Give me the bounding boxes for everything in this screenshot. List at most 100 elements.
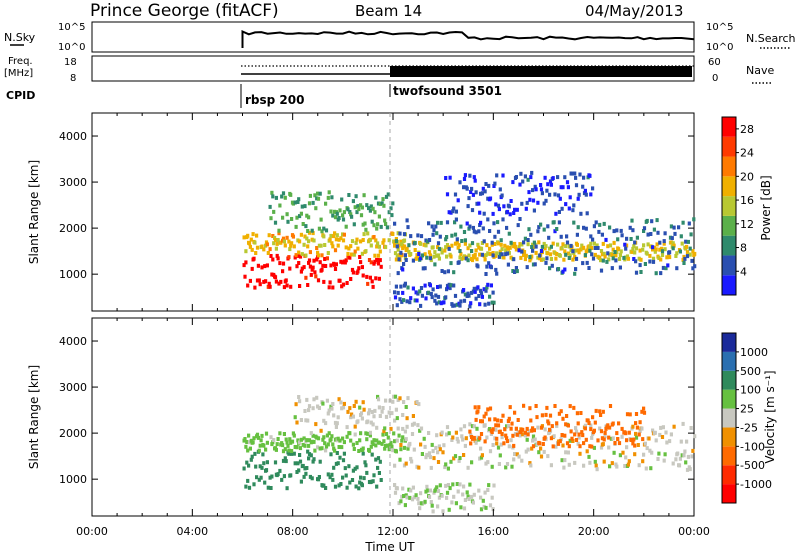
echo-cell xyxy=(515,452,519,457)
echo-cell xyxy=(420,501,424,506)
echo-cell xyxy=(402,298,406,303)
echo-cell xyxy=(582,463,586,468)
echo-cell xyxy=(568,404,572,409)
echo-cell xyxy=(499,242,503,247)
echo-cell xyxy=(582,245,586,250)
echo-cell xyxy=(246,478,250,483)
echo-cell xyxy=(316,436,321,441)
power-echo-cells xyxy=(242,170,697,309)
echo-cell xyxy=(478,223,482,227)
echo-cell xyxy=(250,266,254,271)
echo-cell xyxy=(435,253,439,258)
echo-cell xyxy=(555,252,559,256)
echo-cell xyxy=(540,413,544,418)
echo-cell xyxy=(585,248,589,253)
echo-cell xyxy=(530,170,534,175)
echo-cell xyxy=(648,253,652,258)
echo-cell xyxy=(346,255,350,260)
echo-cell xyxy=(301,442,305,447)
echo-cell xyxy=(403,253,407,258)
echo-cell xyxy=(297,395,301,399)
echo-cell xyxy=(462,288,466,292)
echo-cell xyxy=(528,406,532,411)
echo-cell xyxy=(469,441,473,446)
echo-cell xyxy=(411,258,415,263)
echo-cell xyxy=(531,426,535,431)
echo-cell xyxy=(320,446,324,451)
echo-cell xyxy=(411,485,415,490)
echo-cell xyxy=(394,449,398,454)
echo-cell xyxy=(480,252,484,257)
echo-cell xyxy=(500,193,504,198)
echo-cell xyxy=(614,258,618,263)
echo-cell xyxy=(279,279,283,284)
echo-cell xyxy=(341,282,346,287)
echo-cell xyxy=(341,217,346,222)
echo-cell xyxy=(452,206,456,211)
echo-cell xyxy=(583,423,587,428)
echo-cell xyxy=(629,438,633,442)
echo-cell xyxy=(522,253,526,257)
echo-cell xyxy=(415,464,419,469)
echo-cell xyxy=(547,235,551,240)
echo-cell xyxy=(306,229,310,233)
echo-cell xyxy=(500,432,504,436)
echo-cell xyxy=(556,242,560,247)
echo-cell xyxy=(611,421,615,426)
echo-cell xyxy=(307,239,311,244)
echo-cell xyxy=(431,287,435,292)
echo-cell xyxy=(562,257,566,262)
echo-cell xyxy=(512,244,516,249)
echo-cell xyxy=(366,281,370,286)
echo-cell xyxy=(645,218,649,223)
echo-cell xyxy=(489,265,493,270)
echo-cell xyxy=(373,259,377,264)
echo-cell xyxy=(324,448,328,453)
echo-cell xyxy=(258,282,262,287)
echo-cell xyxy=(349,244,353,249)
echo-cell xyxy=(529,175,533,180)
echo-cell xyxy=(416,496,420,501)
echo-cell xyxy=(260,465,264,470)
echo-cell xyxy=(404,437,408,442)
echo-cell xyxy=(462,453,466,457)
echo-cell xyxy=(297,197,301,202)
echo-cell xyxy=(565,180,570,185)
echo-cell xyxy=(406,396,410,401)
echo-cell xyxy=(257,278,261,283)
echo-cell xyxy=(271,257,275,262)
echo-cell xyxy=(268,247,272,252)
echo-cell xyxy=(414,256,418,261)
echo-cell xyxy=(549,436,553,441)
echo-cell xyxy=(533,437,537,442)
echo-cell xyxy=(590,246,594,250)
echo-cell xyxy=(316,477,321,482)
echo-cell xyxy=(356,419,360,424)
echo-cell xyxy=(374,457,378,462)
echo-cell xyxy=(283,447,287,452)
echo-cell xyxy=(683,449,687,454)
echo-cell xyxy=(672,243,676,248)
echo-cell xyxy=(264,279,268,284)
velocity-echo-cells xyxy=(242,394,697,514)
echo-cell xyxy=(480,241,484,245)
colorbar-frame xyxy=(721,332,737,504)
echo-cell xyxy=(480,453,484,458)
echo-cell xyxy=(649,466,653,471)
echo-cell xyxy=(359,260,363,265)
echo-cell xyxy=(478,302,482,307)
echo-cell xyxy=(312,439,316,444)
echo-cell xyxy=(322,279,326,284)
echo-cell xyxy=(435,301,439,306)
echo-cell xyxy=(436,220,440,225)
echo-cell xyxy=(526,242,530,247)
echo-cell xyxy=(353,424,357,429)
echo-cell xyxy=(417,252,421,256)
echo-cell xyxy=(275,241,279,246)
echo-cell xyxy=(307,258,312,263)
echo-cell xyxy=(436,450,440,455)
echo-cell xyxy=(281,458,286,463)
echo-cell xyxy=(315,435,319,440)
echo-cell xyxy=(303,234,307,239)
echo-cell xyxy=(470,241,475,246)
